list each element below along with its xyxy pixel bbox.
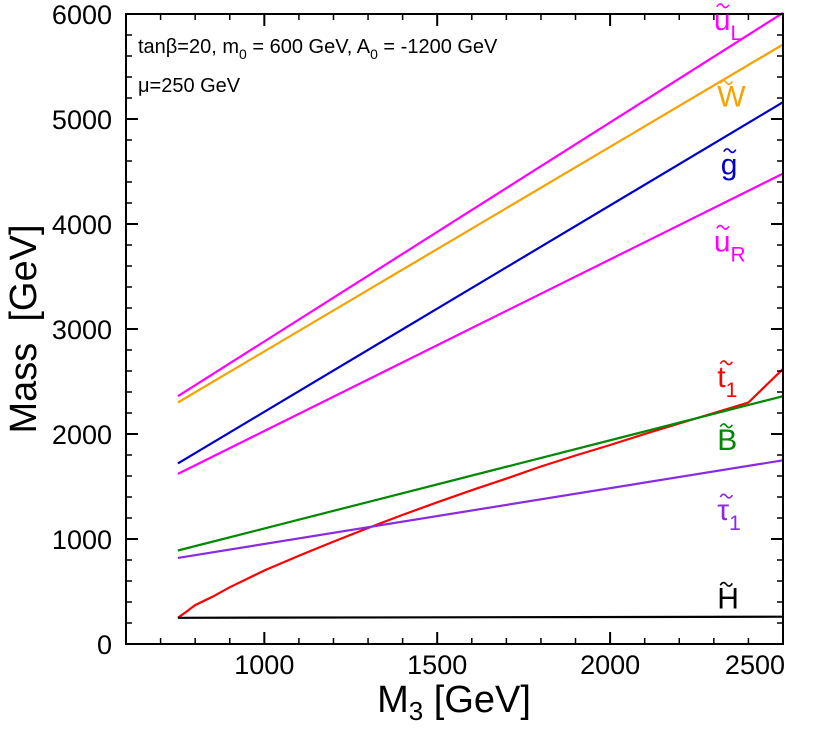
tilde-mark [716,3,730,9]
series-line [177,395,784,552]
series-label: g [721,148,738,182]
x-axis-title: M3 [GeV] [377,679,531,726]
series-label: τ1 [717,493,741,535]
series-label: uR [714,224,746,266]
series-label: B [717,423,737,457]
series-label-main: B [717,424,737,457]
series-line [177,11,784,398]
annotation-part: = -1200 GeV [378,36,498,58]
series-label-main: t [717,361,726,394]
series-line [177,101,784,465]
y-tick-label: 3000 [52,315,112,345]
plot-frame [125,13,784,645]
tilde-mark [719,581,733,587]
annotation-params: tanβ=20, m0 = 600 GeV, A0 = -1200 GeV [138,36,498,62]
series-line [177,43,784,404]
series-label-text: W [717,80,746,113]
series-label-main: τ [717,494,729,527]
series-label-main: u [714,4,731,37]
series-label-text: t1 [717,361,737,402]
annotation-part: 0 [370,46,378,62]
x-tick-label: 1500 [407,650,467,680]
series-line [177,459,784,559]
series-label: uL [714,3,742,45]
series-label: W [717,79,746,113]
series-label-text: uL [714,4,742,45]
series-lines [177,11,784,619]
series-label-sub: 1 [726,379,738,402]
x-tick-label: 2000 [580,650,640,680]
annotation-mu: μ=250 GeV [138,75,241,97]
x-tick-label: 2500 [725,650,785,680]
series-label-sub: 1 [729,512,741,535]
series-label-text: uR [714,225,746,266]
series-label-main: H [717,582,739,615]
annotations: tanβ=20, m0 = 600 GeV, A0 = -1200 GeVμ=2… [138,36,498,97]
tilde-mark [719,493,733,499]
series-line [177,172,784,475]
series-label-main: W [717,80,746,113]
y-tick-label: 6000 [52,0,112,30]
annotation-part: tanβ=20, m [138,36,239,58]
tilde-mark [719,423,733,429]
series-label-main: g [721,149,738,182]
series-line [177,615,784,619]
annotation-part: μ=250 GeV [138,75,241,97]
series-label: H [717,581,739,615]
series-label-main: u [714,225,731,258]
tilde-mark [716,224,730,230]
x-tick-label: 1000 [234,650,294,680]
series-label-text: H [717,582,739,615]
series-label-text: τ1 [717,494,741,535]
series-label-sub: L [731,22,743,45]
y-tick-label: 2000 [52,420,112,450]
series-label-text: B [717,424,737,457]
y-axis-title: Mass [GeV] [3,224,45,433]
series-label: t1 [717,360,737,402]
axis-ticks: 1000 1500 2000 2500 0 1000 2000 3000 4000 5000 600… [52,0,785,680]
tilde-mark [719,360,733,366]
y-tick-label: 1000 [52,525,112,555]
tilde-mark [723,148,737,154]
tilde-mark [719,79,733,85]
series-line [177,368,784,619]
y-tick-label: 5000 [52,105,112,135]
series-label-text: g [721,149,738,182]
annotation-part: 0 [239,46,247,62]
y-tick-label: 4000 [52,210,112,240]
series-label-sub: R [731,243,746,266]
y-tick-label: 0 [97,630,112,660]
annotation-part: = 600 GeV, A [247,36,371,58]
